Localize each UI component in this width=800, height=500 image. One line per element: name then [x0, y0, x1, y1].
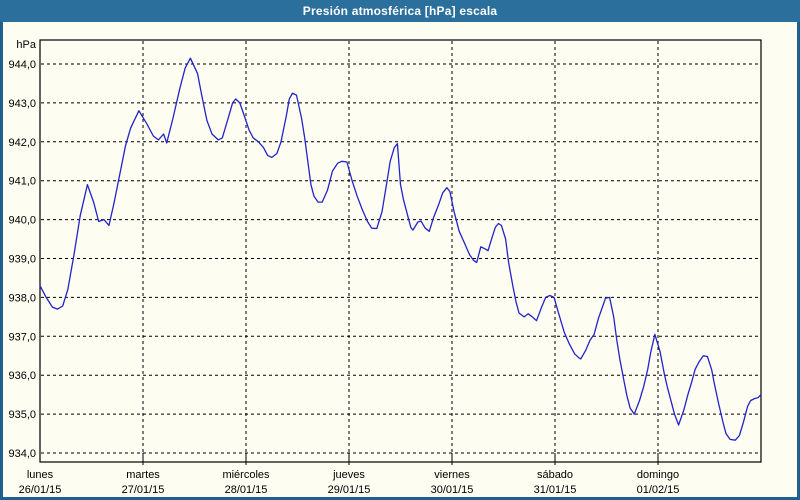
x-tick-day-label: sábado	[537, 469, 573, 481]
x-tick-date-label: 31/01/15	[534, 484, 577, 496]
x-tick-day-label: martes	[126, 469, 160, 481]
y-tick-label: 943,0	[8, 98, 36, 110]
y-tick-label: 938,0	[8, 292, 36, 304]
pressure-line	[39, 57, 762, 441]
y-tick-label: 942,0	[8, 137, 36, 149]
plot-border	[39, 39, 762, 463]
x-tick-day-label: jueves	[332, 469, 365, 481]
x-tick-day-label: viernes	[434, 469, 470, 481]
y-tick-label: 939,0	[8, 254, 36, 266]
y-tick-label: 936,0	[8, 370, 36, 382]
y-tick-label: 935,0	[8, 409, 36, 421]
x-tick-date-label: 29/01/15	[328, 484, 371, 496]
title-bar: Presión atmosférica [hPa] escala	[0, 0, 800, 22]
y-axis-unit-label: hPa	[16, 39, 36, 51]
y-tick-label: 937,0	[8, 331, 36, 343]
x-tick-day-label: domingo	[637, 469, 679, 481]
chart-area: 944,0 943,0 942,0 941,0 940,0 939,0 938,0 937,0…	[3, 22, 797, 497]
y-tick-label: 944,0	[8, 59, 36, 71]
x-tick-date-label: 30/01/15	[431, 484, 474, 496]
x-tick-date-label: 28/01/15	[225, 484, 268, 496]
y-tick-label: 941,0	[8, 176, 36, 188]
x-tick-date-label: 01/02/15	[637, 484, 680, 496]
x-tick-day-label: miércoles	[222, 469, 270, 481]
x-tick-date-label: 26/01/15	[19, 484, 62, 496]
y-tick-label: 940,0	[8, 215, 36, 227]
pressure-chart-svg: 944,0 943,0 942,0 941,0 940,0 939,0 938,0 937,0…	[8, 39, 762, 496]
page-title: Presión atmosférica [hPa] escala	[302, 4, 498, 18]
y-tick-label: 934,0	[8, 448, 36, 460]
x-tick-day-label: lunes	[27, 469, 54, 481]
x-tick-date-label: 27/01/15	[122, 484, 165, 496]
